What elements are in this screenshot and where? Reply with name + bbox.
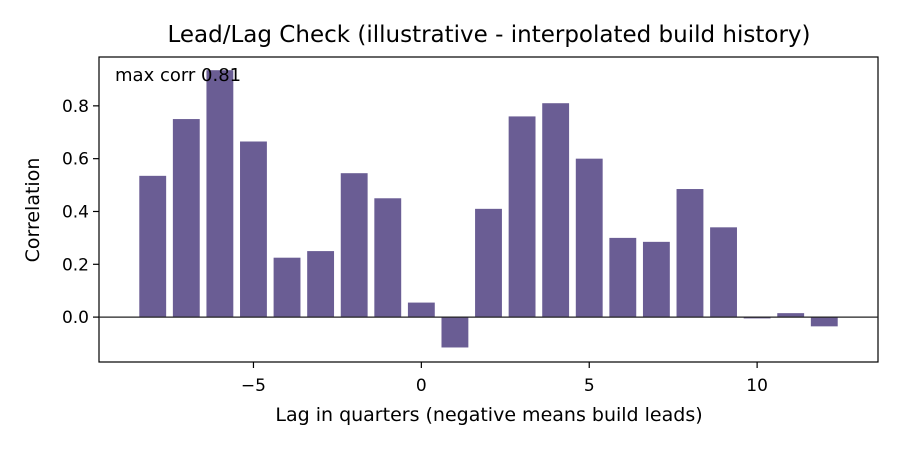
- x-tick-label: 5: [584, 376, 595, 396]
- bar-lag--1: [374, 198, 402, 318]
- x-tick-label: −5: [241, 376, 266, 396]
- bar-lag-3: [508, 116, 536, 318]
- y-tick-label: 0.2: [62, 255, 89, 275]
- bar-lag--3: [307, 251, 335, 318]
- bar-lag--4: [273, 257, 301, 318]
- plot-area-frame: [98, 56, 879, 363]
- bar-lag--7: [172, 119, 200, 318]
- bar-lag-6: [609, 237, 637, 318]
- bar-lag-1: [441, 317, 469, 348]
- bar-lag--2: [340, 173, 368, 318]
- bar-lag-5: [575, 158, 603, 318]
- bar-lag-0: [407, 302, 435, 318]
- x-tick-label: 0: [416, 376, 427, 396]
- y-axis-ticks: 0.0 0.2 0.4 0.6 0.8: [62, 97, 99, 328]
- bar-lag-9: [710, 227, 737, 318]
- y-axis-label: Correlation: [22, 158, 44, 263]
- bar-lag-8: [676, 189, 704, 318]
- x-axis-label: Lag in quarters (negative means build le…: [275, 404, 702, 426]
- y-tick-label: 0.0: [62, 308, 89, 328]
- bar-lag--6: [206, 70, 234, 318]
- bars-group: [139, 70, 838, 348]
- bar-lag-7: [642, 241, 670, 318]
- chart-title: Lead/Lag Check (illustrative - interpola…: [167, 22, 810, 48]
- max-corr-annotation: max corr 0.81: [115, 65, 241, 86]
- bar-lag-10: [743, 317, 771, 319]
- x-tick-label: 10: [746, 376, 768, 396]
- y-tick-label: 0.4: [62, 202, 89, 222]
- bar-lag--5: [240, 141, 267, 318]
- bar-lag-4: [542, 103, 570, 318]
- x-axis-ticks: −5 0 5 10: [241, 362, 768, 396]
- bar-lag-12: [810, 317, 838, 327]
- bar-lag-2: [475, 208, 502, 318]
- y-tick-label: 0.8: [62, 97, 89, 117]
- bar-lag--8: [139, 175, 167, 318]
- y-tick-label: 0.6: [62, 150, 89, 170]
- bar-lag-11: [777, 313, 805, 318]
